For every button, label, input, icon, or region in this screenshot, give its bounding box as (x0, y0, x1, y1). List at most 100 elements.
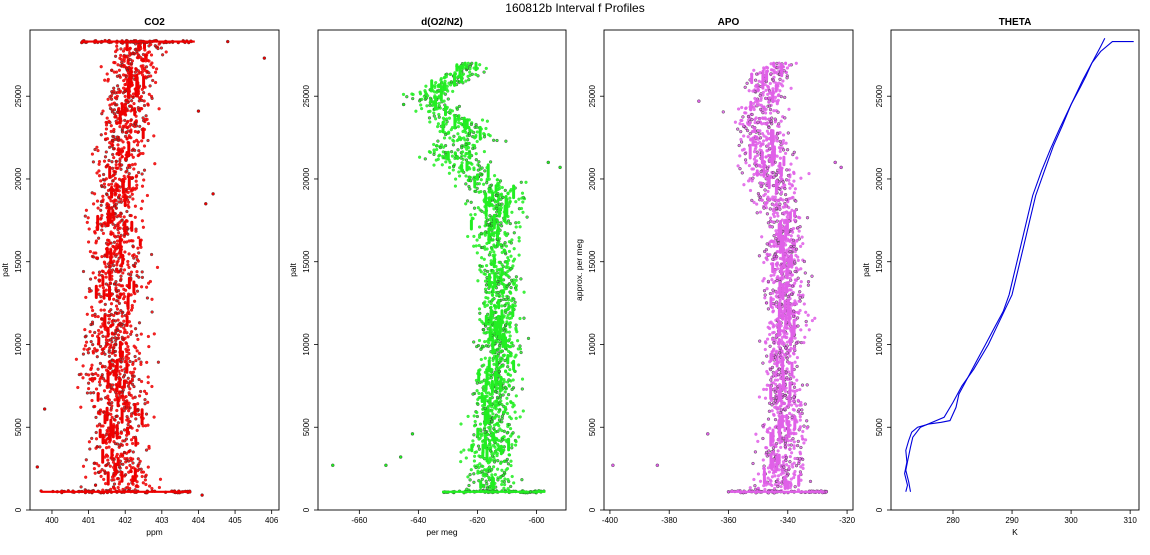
data-point (461, 151, 464, 154)
data-point (109, 281, 112, 284)
data-point (82, 353, 85, 356)
data-point (525, 181, 528, 184)
data-point (509, 435, 512, 438)
data-point (510, 446, 513, 449)
data-point (503, 435, 506, 438)
data-point (483, 135, 486, 138)
data-point (467, 75, 470, 78)
data-point (104, 482, 107, 485)
data-point (783, 96, 786, 99)
data-point (498, 419, 501, 422)
data-point (449, 137, 452, 140)
data-point (136, 402, 139, 405)
data-point (110, 130, 113, 133)
data-point (756, 440, 759, 443)
data-point (429, 104, 432, 107)
data-point (132, 397, 135, 400)
data-point (469, 213, 472, 216)
data-point (144, 479, 147, 482)
data-point (112, 298, 115, 301)
data-point (513, 258, 516, 261)
data-point (143, 390, 146, 393)
data-point (126, 210, 129, 213)
data-point (797, 235, 800, 238)
data-point (92, 256, 95, 259)
data-point (782, 139, 785, 142)
data-point (765, 257, 768, 260)
data-point (511, 475, 514, 478)
data-point (151, 385, 154, 388)
data-point (150, 253, 153, 256)
data-point (495, 449, 498, 452)
data-point (94, 484, 97, 487)
data-point (131, 442, 134, 445)
data-point (805, 320, 808, 323)
data-point (517, 364, 520, 367)
data-point (78, 373, 81, 376)
data-point (798, 409, 801, 412)
data-point (152, 66, 155, 69)
data-point (473, 460, 476, 463)
data-point (508, 282, 511, 285)
data-point (767, 308, 770, 311)
data-point (766, 338, 769, 341)
data-point (131, 363, 134, 366)
data-point (102, 425, 105, 428)
data-point (767, 145, 770, 148)
data-point (513, 231, 516, 234)
data-point (117, 319, 120, 322)
data-point (504, 387, 507, 390)
data-point (494, 307, 497, 310)
data-point (119, 54, 122, 57)
data-point (100, 295, 103, 298)
data-point (117, 421, 120, 424)
data-point (478, 165, 481, 168)
data-point (470, 468, 473, 471)
data-point (125, 99, 128, 102)
data-point (108, 146, 111, 149)
data-point (514, 301, 517, 304)
data-point (147, 122, 150, 125)
data-point (762, 140, 765, 143)
data-point (507, 462, 510, 465)
data-point (103, 160, 106, 163)
data-point (492, 139, 495, 142)
data-point (486, 395, 489, 398)
data-point (142, 226, 145, 229)
data-point (142, 64, 145, 67)
data-point (137, 236, 140, 239)
data-point (786, 76, 789, 79)
data-point (768, 471, 771, 474)
data-point (490, 410, 493, 413)
data-point (751, 168, 754, 171)
data-point (107, 397, 110, 400)
data-point (127, 483, 130, 486)
data-point (115, 203, 118, 206)
data-point (107, 343, 110, 346)
data-point (127, 423, 130, 426)
data-point (424, 158, 427, 161)
data-point (123, 216, 126, 219)
data-point (509, 485, 512, 488)
data-point (758, 340, 761, 343)
data-point (501, 469, 504, 472)
data-point (468, 484, 471, 487)
data-point (110, 69, 113, 72)
data-point (452, 169, 455, 172)
data-point (773, 76, 776, 79)
data-point (134, 216, 137, 219)
data-point (510, 352, 513, 355)
data-point (495, 400, 498, 403)
data-point (428, 117, 431, 120)
data-point (777, 474, 780, 477)
data-point (111, 320, 114, 323)
data-point (114, 255, 117, 258)
data-point (782, 142, 785, 145)
data-point (776, 132, 779, 135)
data-point (114, 342, 117, 345)
data-point (158, 107, 161, 110)
data-point (148, 445, 151, 448)
data-point (118, 194, 121, 197)
data-point (102, 286, 105, 289)
